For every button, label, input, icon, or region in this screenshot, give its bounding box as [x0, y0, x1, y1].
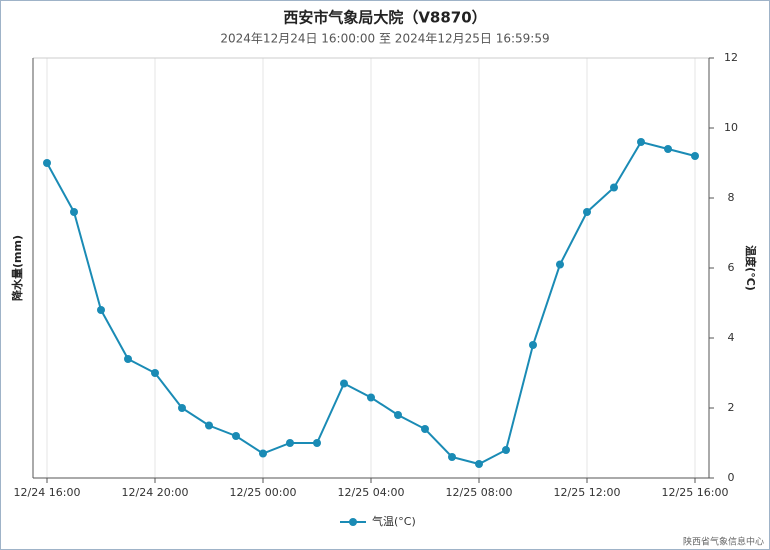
- data-point: [124, 355, 132, 363]
- y2-tick-label: 0: [728, 471, 735, 484]
- data-point: [664, 145, 672, 153]
- y2-tick-label: 4: [728, 331, 735, 344]
- data-point: [232, 432, 240, 440]
- data-point: [475, 460, 483, 468]
- chart-title: 西安市气象局大院（V8870）: [283, 9, 486, 27]
- data-point: [259, 449, 267, 458]
- data-point: [421, 425, 429, 433]
- data-point: [340, 379, 348, 388]
- data-point: [367, 393, 375, 402]
- data-point: [286, 439, 294, 447]
- data-point: [43, 159, 51, 167]
- x-tick-label: 12/25 04:00: [338, 486, 405, 499]
- data-point: [502, 446, 510, 454]
- data-point: [610, 183, 618, 192]
- data-point: [394, 411, 402, 419]
- data-point: [556, 260, 564, 269]
- data-point: [178, 404, 186, 412]
- data-point: [313, 439, 321, 447]
- data-point: [151, 369, 159, 377]
- y-axis-label: 降水量(mm): [10, 235, 24, 301]
- x-tick-label: 12/25 16:00: [662, 486, 729, 499]
- x-tick-label: 12/25 00:00: [230, 486, 297, 499]
- x-tick-label: 12/24 16:00: [14, 486, 81, 499]
- data-point: [448, 453, 456, 461]
- y2-tick-label: 8: [728, 191, 735, 204]
- legend-marker: [349, 518, 357, 526]
- y2-tick-label: 12: [724, 51, 738, 64]
- y2-tick-label: 2: [728, 401, 735, 414]
- x-tick-label: 12/24 20:00: [122, 486, 189, 499]
- data-point: [529, 341, 537, 349]
- x-tick-label: 12/25 12:00: [554, 486, 621, 499]
- x-tick-label: 12/25 08:00: [446, 486, 513, 499]
- y2-tick-label: 10: [724, 121, 738, 134]
- data-point: [70, 208, 78, 216]
- data-point: [583, 208, 591, 216]
- y2-axis-label: 温度(°C): [744, 245, 758, 291]
- data-point: [205, 421, 213, 430]
- data-point: [637, 138, 645, 146]
- y2-tick-label: 6: [728, 261, 735, 274]
- source: 陕西省气象信息中心: [683, 536, 764, 548]
- data-point: [691, 152, 699, 160]
- legend-label: 气温(°C): [372, 514, 416, 528]
- data-point: [97, 306, 105, 314]
- chart-subtitle: 2024年12月24日 16:00:00 至 2024年12月25日 16:59…: [220, 32, 549, 46]
